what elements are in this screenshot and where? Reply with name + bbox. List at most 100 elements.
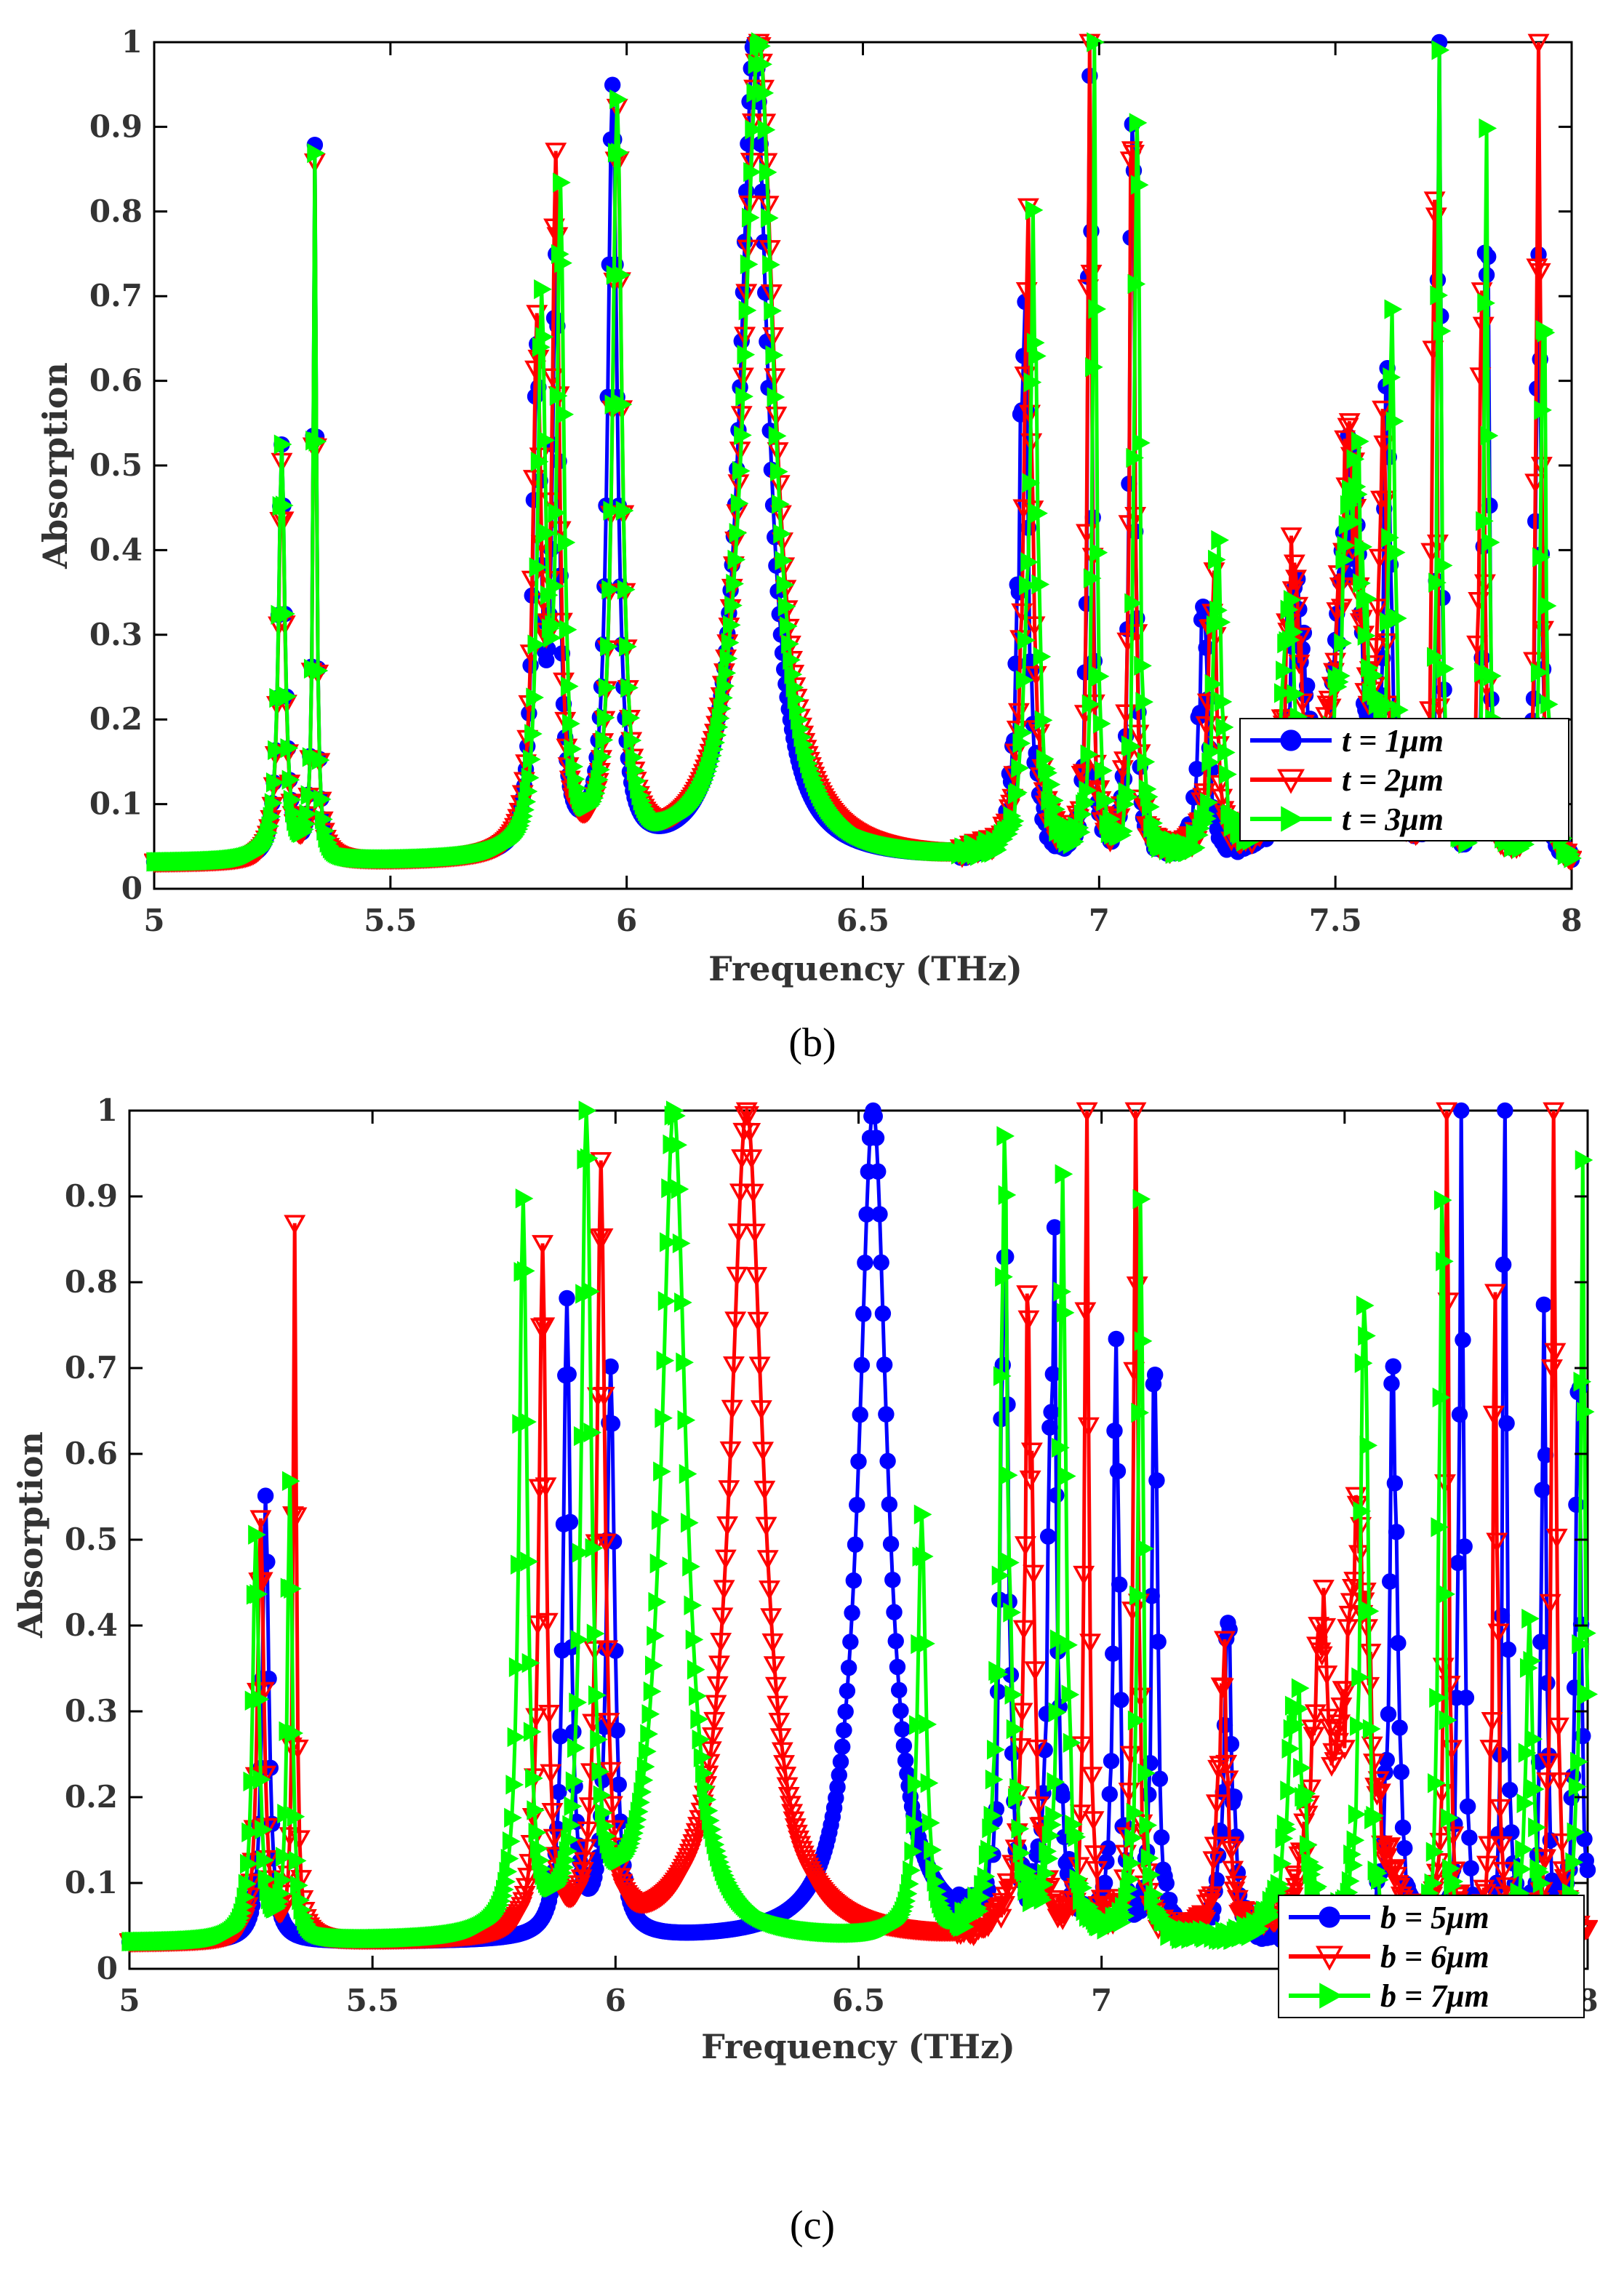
data-point [545,615,563,635]
data-point [640,1724,658,1744]
data-point [1096,1874,1113,1891]
data-point [528,1822,547,1843]
data-point [1006,811,1025,831]
data-point [1579,1861,1596,1879]
data-point [684,1595,703,1616]
data-point [603,500,622,521]
data-point [727,549,746,570]
data-point [895,1738,913,1754]
data-point [1338,413,1361,433]
data-point [1034,710,1053,731]
data-point [764,1676,787,1697]
data-point [585,1538,604,1559]
data-point [740,1149,763,1170]
data-point [1285,1878,1307,1898]
data-point [592,759,610,780]
data-point [1214,1631,1236,1651]
data-point [598,677,617,698]
data-point [722,1356,745,1376]
data-point [549,385,568,406]
data-point [776,1777,799,1797]
data-point [1088,299,1107,319]
data-point [545,143,567,163]
data-point [1541,1359,1563,1380]
data-point [672,1233,691,1254]
data-point [999,1878,1022,1898]
data-point [1105,1645,1121,1662]
data-point [1287,684,1305,704]
data-point [1380,1706,1397,1723]
data-point [1214,692,1233,712]
data-point [525,1768,543,1788]
data-point [575,1839,598,1859]
data-point [760,1608,783,1628]
data-point [1449,1554,1466,1572]
data-point [738,300,757,321]
data-point [594,1533,617,1554]
data-point [586,1623,605,1644]
data-point [689,1686,707,1706]
data-point [1503,1824,1520,1841]
series-clip [119,1100,1598,1954]
data-point [1341,1578,1364,1599]
data-point [273,1870,292,1890]
data-point [1151,1770,1169,1788]
data-point [753,1480,776,1500]
data-point [1030,503,1048,524]
data-point [1081,694,1100,715]
data-point [735,386,753,407]
data-point [1014,1536,1036,1556]
data-point [609,1868,631,1888]
data-point [1283,554,1305,575]
data-point [535,1477,557,1498]
data-point [1028,345,1047,367]
data-point [240,1853,258,1874]
data-point [1012,1620,1035,1640]
data-point [1391,1719,1408,1736]
data-point [1426,647,1445,667]
data-point [1537,322,1556,343]
data-point [300,785,319,805]
data-point [502,1831,521,1852]
data-point [759,162,777,183]
data-point [527,1615,549,1636]
data-point [874,1305,892,1322]
data-point [577,1821,599,1842]
data-point [1329,1714,1351,1735]
data-point [1539,1594,1561,1614]
data-point [756,83,775,103]
ticks-layer-b: 5 5.5 6 6.5 7 7.5 800.10.20.30.40.50.60.70.80.… [89,24,1583,938]
data-point [540,1764,562,1784]
data-point [308,431,327,452]
data-point [1314,1618,1337,1638]
data-point [532,1235,554,1255]
data-point [1215,717,1234,737]
data-point [565,1723,582,1740]
data-point [1501,1781,1519,1799]
data-point [1345,512,1364,532]
data-point [256,1850,274,1871]
data-point [724,1311,747,1332]
data-point [894,1721,911,1738]
data-point [1359,588,1377,609]
y-tick-label: 0.2 [89,701,143,737]
data-point [255,1819,273,1840]
data-point [522,749,541,769]
data-point [1079,1634,1102,1654]
data-point [307,143,325,164]
data-point [248,1524,266,1545]
data-point [526,687,544,708]
data-point [1545,1528,1568,1548]
data-point [1220,1841,1242,1861]
data-point [263,807,281,827]
data-point [1044,1366,1062,1383]
data-point [1335,1681,1358,1701]
data-point [1316,1666,1338,1685]
data-point [521,1652,540,1674]
data-point [548,503,567,523]
data-point [1017,630,1036,650]
data-point [578,1100,597,1121]
data-point [565,1771,584,1791]
data-point [834,1738,851,1755]
